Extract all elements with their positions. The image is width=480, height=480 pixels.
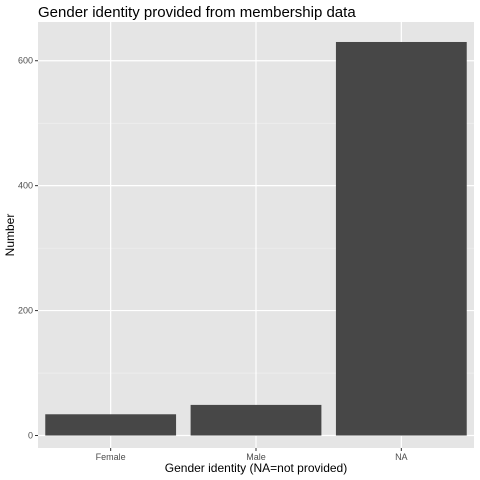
x-axis: Female Male NA — [96, 448, 408, 462]
bar-na — [335, 41, 467, 436]
y-tick-label: 200 — [18, 306, 33, 316]
y-axis-title: Number — [3, 214, 17, 257]
y-tick-label: 400 — [18, 181, 33, 191]
bars — [45, 41, 467, 436]
x-tick-label: Male — [246, 452, 266, 462]
chart-title: Gender identity provided from membership… — [38, 4, 356, 21]
bar-female — [45, 414, 177, 436]
x-tick-label: Female — [96, 452, 126, 462]
x-axis-title: Gender identity (NA=not provided) — [165, 461, 347, 475]
y-tick-label: 0 — [28, 431, 33, 441]
y-axis: 0 200 400 600 — [18, 56, 38, 441]
x-tick-label: NA — [395, 452, 408, 462]
bar-male — [190, 404, 322, 436]
y-tick-label: 600 — [18, 56, 33, 66]
